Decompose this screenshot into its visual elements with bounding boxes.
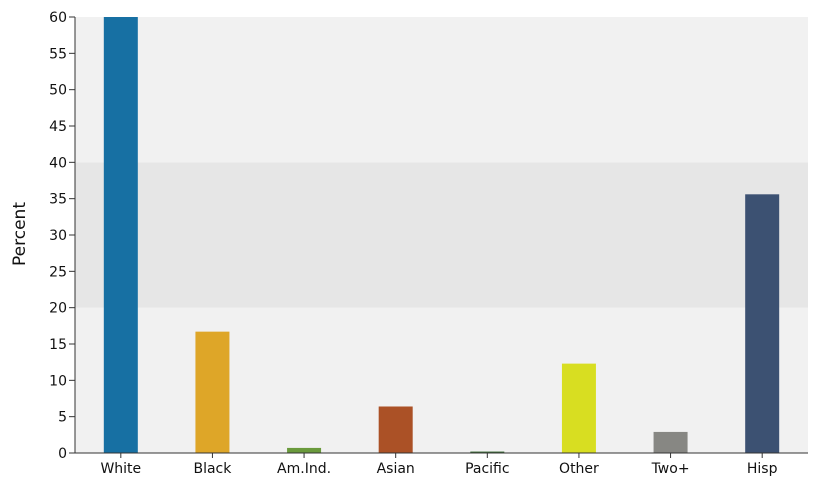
y-tick-label: 20 [49, 301, 67, 317]
y-tick-label: 55 [49, 46, 67, 62]
background-bands [75, 17, 808, 453]
bar-two [653, 431, 688, 453]
y-tick-label: 40 [49, 155, 67, 171]
y-tick-label: 15 [49, 337, 67, 353]
y-axis-label: Percent [10, 202, 30, 266]
y-tick-label: 35 [49, 192, 67, 208]
bar-black [195, 331, 230, 453]
y-axis-ticks: 0 5 10 15 20 25 30 35 40 45 50 55 60 [49, 10, 75, 462]
x-tick-label: Two+ [651, 461, 690, 477]
x-tick-label: Pacific [465, 461, 510, 477]
background-band-0 [75, 307, 808, 453]
x-tick-label: Am.Ind. [277, 461, 331, 477]
x-axis-ticks: White Black Am.Ind. Asian Pacific Other Two+ Hi… [100, 453, 778, 477]
y-tick-label: 5 [58, 410, 67, 426]
bars [103, 17, 780, 453]
x-tick-label: Other [559, 461, 599, 477]
x-tick-label: Asian [377, 461, 415, 477]
y-tick-label: 50 [49, 83, 67, 99]
y-tick-label: 30 [49, 228, 67, 244]
y-tick-label: 0 [58, 446, 67, 462]
x-tick-label: Black [193, 461, 232, 477]
bar-asian [378, 406, 413, 453]
y-tick-label: 45 [49, 119, 67, 135]
y-tick-label: 10 [49, 373, 67, 389]
bar-other [561, 363, 596, 453]
bar-hisp [745, 194, 780, 453]
y-tick-label: 25 [49, 264, 67, 280]
bar-am-ind [287, 447, 322, 453]
background-band-1 [75, 162, 808, 308]
background-band-2 [75, 17, 808, 163]
bar-white [103, 17, 138, 453]
bar-pacific [470, 451, 505, 453]
y-tick-label: 60 [49, 10, 67, 26]
x-tick-label: White [100, 461, 141, 477]
x-tick-label: Hisp [747, 461, 778, 477]
